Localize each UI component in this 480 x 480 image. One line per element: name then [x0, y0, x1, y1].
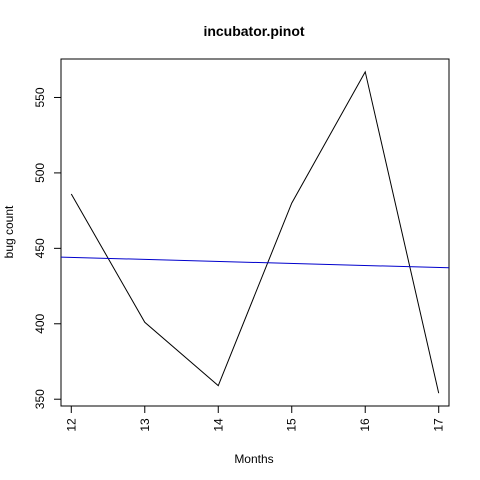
- y-axis: 350 400 450 500 550: [33, 87, 62, 409]
- x-tick-label: 15: [285, 418, 299, 432]
- y-tick-label: 400: [33, 313, 47, 333]
- x-tick-label: 16: [358, 418, 372, 432]
- y-axis-label: bug count: [2, 205, 16, 258]
- series-layer: [61, 70, 449, 394]
- trend-line: [61, 256, 449, 269]
- y-tick-label: 500: [33, 163, 47, 183]
- x-axis: 12 13 14 15 16 17: [64, 405, 446, 432]
- x-tick-label: 13: [138, 418, 152, 432]
- y-tick-label: 350: [33, 389, 47, 409]
- bug-count-line: [70, 70, 440, 394]
- y-tick-label: 450: [33, 238, 47, 258]
- plot-frame: [60, 58, 450, 407]
- x-tick-label: 17: [432, 418, 446, 432]
- x-tick-label: 14: [211, 418, 225, 432]
- y-tick-label: 550: [33, 87, 47, 107]
- x-axis-label: Months: [234, 452, 273, 466]
- chart-title: incubator.pinot: [203, 23, 304, 39]
- x-tick-label: 12: [64, 418, 78, 432]
